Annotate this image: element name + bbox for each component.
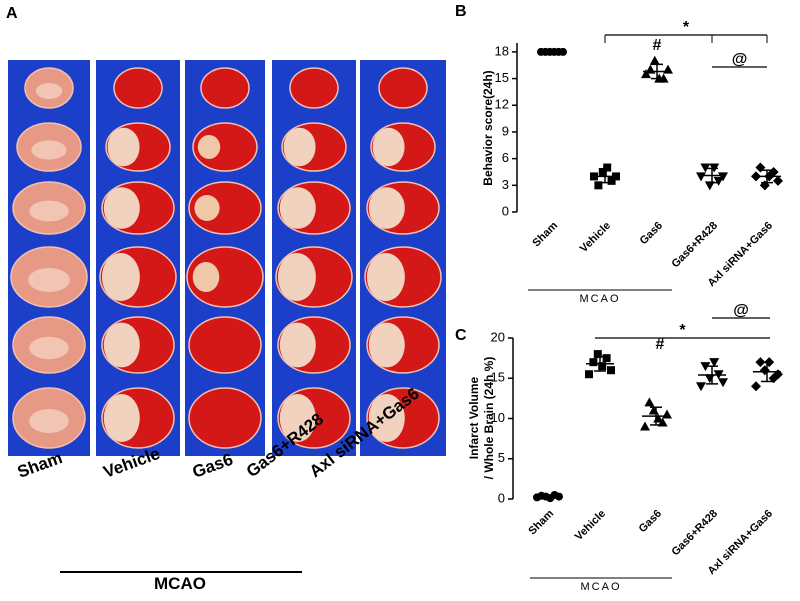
brain-slice (188, 387, 262, 449)
y-tick-label: 12 (495, 97, 509, 112)
significance-mark: @ (733, 302, 749, 319)
panel-label: B (455, 3, 467, 20)
infarct-area (283, 127, 316, 167)
infarct-area (103, 322, 140, 368)
x-tick-label: Gas6+R428 (669, 508, 720, 559)
data-point (585, 370, 593, 379)
significance-mark: # (653, 37, 662, 54)
brain-slice (188, 316, 262, 374)
y-tick-label: 6 (502, 150, 509, 165)
brain-photos (8, 60, 446, 456)
data-point (645, 64, 656, 74)
group-label: MCAO (154, 574, 206, 593)
y-tick-label: 3 (502, 177, 509, 192)
data-point (751, 381, 761, 392)
data-point (658, 73, 669, 83)
data-point (700, 163, 711, 173)
infarct-area (107, 127, 140, 167)
data-point (704, 181, 715, 191)
infarct-area (279, 394, 316, 442)
slice-detail (29, 200, 69, 222)
x-tick-label: Sham (526, 507, 556, 537)
slice-detail (28, 268, 70, 292)
significance-mark: * (683, 19, 690, 36)
data-point (709, 358, 720, 368)
data-point (755, 357, 766, 368)
infarct-area (368, 394, 405, 442)
infarct-area (368, 187, 405, 229)
group-label: MCAO (580, 293, 621, 305)
infarct-area (372, 127, 405, 167)
infarct-area (197, 135, 221, 159)
x-tick-label: Gas6 (638, 220, 666, 248)
data-point (644, 397, 655, 407)
data-point (602, 354, 611, 363)
data-point (607, 176, 616, 185)
brain-slice (378, 67, 428, 109)
data-point (713, 176, 724, 186)
y-axis-label: Behavior score(24h) (481, 70, 495, 185)
y-tick-label: 20 (491, 329, 505, 344)
y-tick-label: 18 (495, 43, 509, 58)
data-point (603, 163, 612, 172)
data-point (773, 175, 783, 186)
data-point (696, 172, 706, 182)
infarct-area (366, 253, 405, 301)
data-point (589, 358, 598, 367)
data-point (607, 366, 615, 375)
data-point (696, 382, 706, 392)
data-point (662, 409, 672, 419)
infarct-area (277, 253, 316, 301)
infarct-area (194, 195, 220, 221)
slice-detail (29, 336, 69, 360)
infarct-area (103, 394, 140, 442)
x-tick-label: Vehicle (573, 508, 608, 543)
group-label: MCAO (581, 581, 622, 593)
data-point (718, 172, 728, 182)
data-point (759, 180, 770, 191)
significance-mark: @ (732, 51, 748, 68)
x-tick-label: Gas6+R428 (669, 220, 720, 271)
data-point (598, 362, 607, 371)
panel-label: C (455, 327, 467, 344)
y-tick-label: 5 (498, 450, 505, 465)
data-point (649, 55, 660, 65)
data-point (598, 167, 607, 176)
data-point (718, 378, 728, 388)
panel-label: A (6, 5, 18, 22)
x-tick-label: Gas6 (637, 508, 665, 536)
data-point (663, 64, 673, 74)
x-tick-label: Vehicle (578, 220, 613, 255)
data-point (594, 181, 603, 190)
infarct-area (279, 322, 316, 368)
data-point (640, 421, 650, 431)
y-axis-label: / Whole Brain (24h %) (482, 357, 496, 480)
brain-slice (113, 67, 163, 109)
y-tick-label: 15 (495, 70, 509, 85)
brain-slice (289, 67, 339, 109)
data-point (700, 362, 711, 372)
significance-mark: * (679, 322, 686, 339)
infarct-area (101, 253, 140, 301)
x-tick-label: Sham (530, 219, 560, 249)
slice-detail (29, 409, 69, 433)
y-tick-label: 0 (498, 490, 505, 505)
y-axis-label: Infarct Volume (467, 376, 481, 459)
y-tick-label: 10 (491, 410, 505, 425)
infarct-area (103, 187, 140, 229)
significance-mark: # (656, 336, 665, 353)
y-tick-label: 9 (502, 123, 509, 138)
y-tick-label: 0 (502, 203, 509, 218)
infarct-area (368, 322, 405, 368)
data-point (755, 162, 766, 173)
infarct-area (192, 262, 220, 292)
slice-detail (31, 140, 67, 160)
slice-detail (35, 83, 63, 99)
data-point (759, 365, 770, 376)
data-point (593, 350, 602, 359)
infarct-area (279, 187, 316, 229)
brain-slice (200, 67, 250, 109)
y-tick-label: 15 (491, 370, 505, 385)
